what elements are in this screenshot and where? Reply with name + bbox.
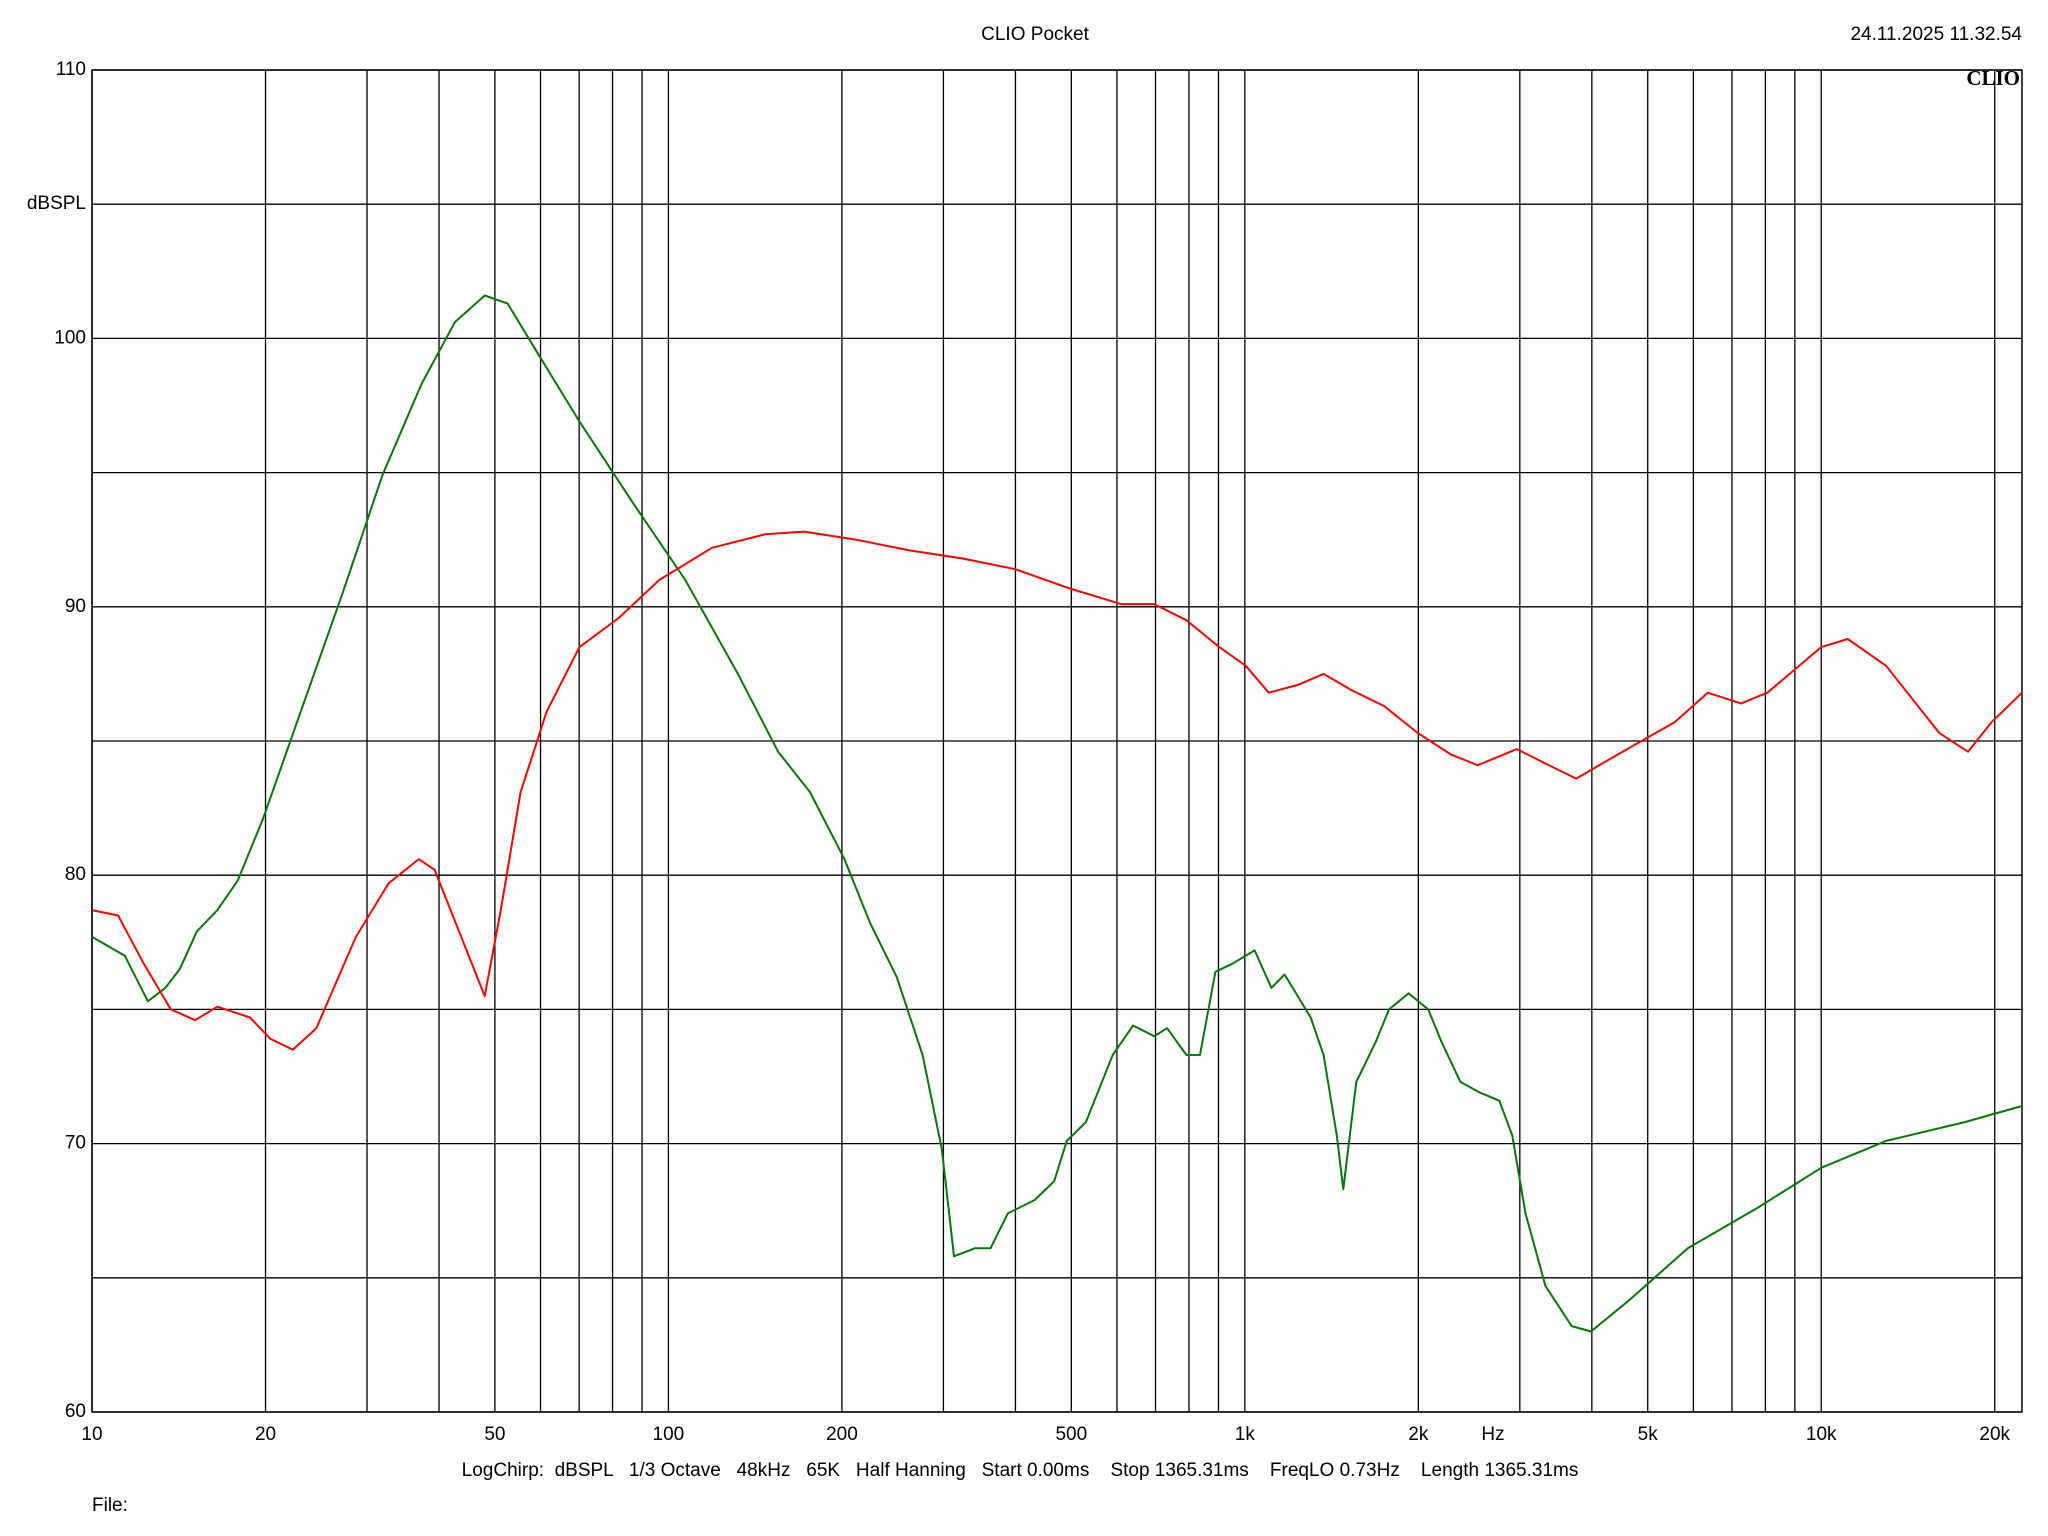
x-tick-label: 20 [255,1424,276,1445]
y-tick-label: 70 [65,1133,86,1154]
x-tick-label: 50 [484,1424,505,1445]
x-tick-label: 1k [1235,1424,1256,1445]
y-tick-label: 110 [56,59,86,80]
x-tick-label: 10k [1806,1424,1837,1445]
x-tick-label: 200 [826,1424,858,1445]
x-tick-label: 100 [653,1424,685,1445]
settings-line: LogChirp: dBSPL 1/3 Octave 48kHz 65K Hal… [462,1460,1579,1481]
plot-frame [91,69,2023,1413]
y-tick-label: 90 [65,596,86,617]
y-tick-label: 100 [54,327,86,348]
x-tick-label: 2k [1408,1424,1429,1445]
y-axis-label: dBSPL [27,193,86,214]
timestamp: 24.11.2025 11.32.54 [1850,24,2022,45]
series-line [91,530,2023,1051]
x-tick-label: 10 [81,1424,102,1445]
y-tick-label: 60 [65,1401,86,1422]
series-line [91,294,2023,1333]
x-tick-label: 5k [1638,1424,1659,1445]
chart-title: CLIO Pocket [981,24,1089,45]
x-axis-label: Hz [1481,1424,1504,1445]
y-tick-label: 80 [65,864,86,885]
x-tick-label: 20k [1979,1424,2010,1445]
x-tick-label: 500 [1055,1424,1087,1445]
file-label: File: [92,1495,128,1516]
